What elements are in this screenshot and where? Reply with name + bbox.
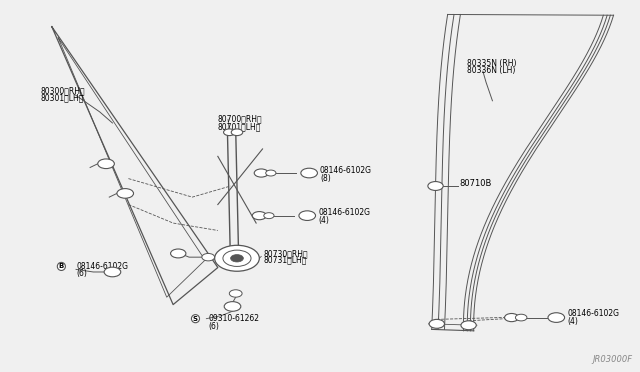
Circle shape: [504, 314, 518, 322]
Text: (4): (4): [567, 317, 578, 326]
Text: (4): (4): [318, 217, 329, 225]
Text: 80731〈LH〉: 80731〈LH〉: [264, 256, 307, 264]
Text: B: B: [554, 315, 559, 321]
Circle shape: [231, 129, 243, 136]
Text: JR03000F: JR03000F: [593, 355, 633, 364]
Text: (6): (6): [208, 321, 219, 331]
Text: 08146-6102G: 08146-6102G: [567, 310, 619, 318]
Circle shape: [264, 213, 274, 219]
Circle shape: [548, 313, 564, 323]
Circle shape: [214, 245, 259, 271]
Text: 08146-6102G: 08146-6102G: [320, 166, 372, 174]
Text: 80336N (LH): 80336N (LH): [467, 66, 515, 75]
Circle shape: [202, 253, 214, 261]
Text: 80301〈LH〉: 80301〈LH〉: [40, 93, 84, 102]
Circle shape: [223, 250, 251, 266]
Circle shape: [428, 182, 443, 190]
Circle shape: [171, 249, 186, 258]
Text: (8): (8): [320, 174, 331, 183]
Circle shape: [461, 321, 476, 330]
Text: B: B: [110, 269, 115, 275]
Text: 09310-61262: 09310-61262: [208, 314, 259, 323]
Text: 80300〈RH〉: 80300〈RH〉: [40, 86, 85, 95]
Circle shape: [515, 314, 527, 321]
Text: B: B: [307, 170, 312, 176]
Circle shape: [299, 211, 316, 221]
Circle shape: [301, 168, 317, 178]
Text: 80700〈RH〉: 80700〈RH〉: [218, 115, 262, 124]
Circle shape: [252, 212, 266, 220]
Circle shape: [230, 254, 243, 262]
Text: S: S: [193, 316, 198, 322]
Circle shape: [223, 129, 235, 136]
Text: 80335N (RH): 80335N (RH): [467, 59, 516, 68]
Circle shape: [98, 159, 115, 169]
Circle shape: [266, 170, 276, 176]
Text: (6): (6): [76, 269, 87, 278]
Text: B: B: [305, 213, 310, 219]
Text: 08146-6102G: 08146-6102G: [76, 262, 128, 271]
Text: 80701〈LH〉: 80701〈LH〉: [218, 122, 261, 131]
Text: B: B: [433, 183, 438, 189]
Text: S: S: [230, 304, 235, 310]
Text: 80730〈RH〉: 80730〈RH〉: [264, 249, 308, 258]
Circle shape: [117, 189, 134, 198]
Text: 08146-6102G: 08146-6102G: [318, 208, 370, 217]
Text: 80710B: 80710B: [460, 179, 492, 187]
Circle shape: [104, 267, 121, 277]
Circle shape: [229, 290, 242, 297]
Circle shape: [429, 320, 444, 328]
Circle shape: [254, 169, 268, 177]
Circle shape: [224, 302, 241, 311]
Text: B: B: [59, 263, 64, 269]
